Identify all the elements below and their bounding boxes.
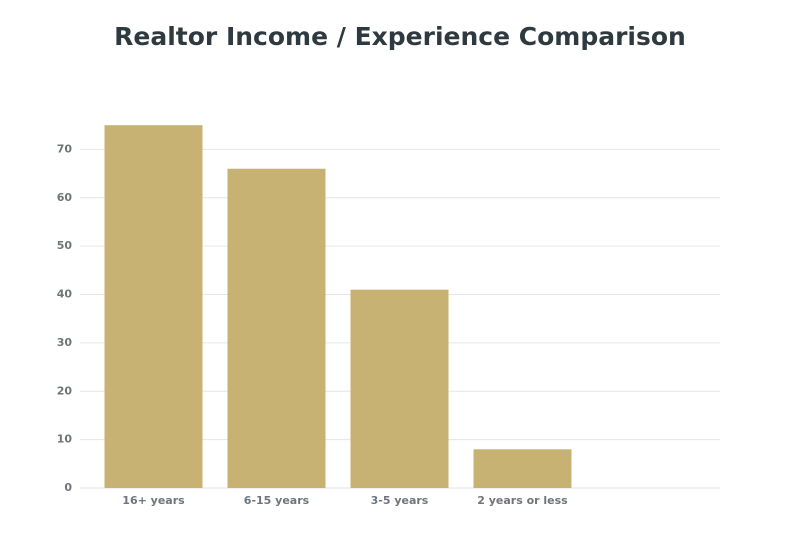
x-tick-label: 6-15 years xyxy=(244,494,310,507)
y-tick-label: 0 xyxy=(64,481,72,494)
bar xyxy=(227,168,326,488)
y-tick-label: 30 xyxy=(57,336,73,349)
bar xyxy=(473,449,572,488)
y-tick-label: 40 xyxy=(57,288,73,301)
bar xyxy=(104,125,203,488)
chart-title: Realtor Income / Experience Comparison xyxy=(114,22,686,51)
x-tick-label: 3-5 years xyxy=(371,494,429,507)
y-tick-label: 10 xyxy=(57,433,73,446)
y-tick-label: 20 xyxy=(57,384,73,397)
y-tick-label: 70 xyxy=(57,142,73,155)
y-tick-label: 50 xyxy=(57,239,73,252)
bar xyxy=(350,289,449,488)
y-tick-label: 60 xyxy=(57,191,73,204)
x-tick-label: 2 years or less xyxy=(477,494,568,507)
x-tick-label: 16+ years xyxy=(122,494,185,507)
